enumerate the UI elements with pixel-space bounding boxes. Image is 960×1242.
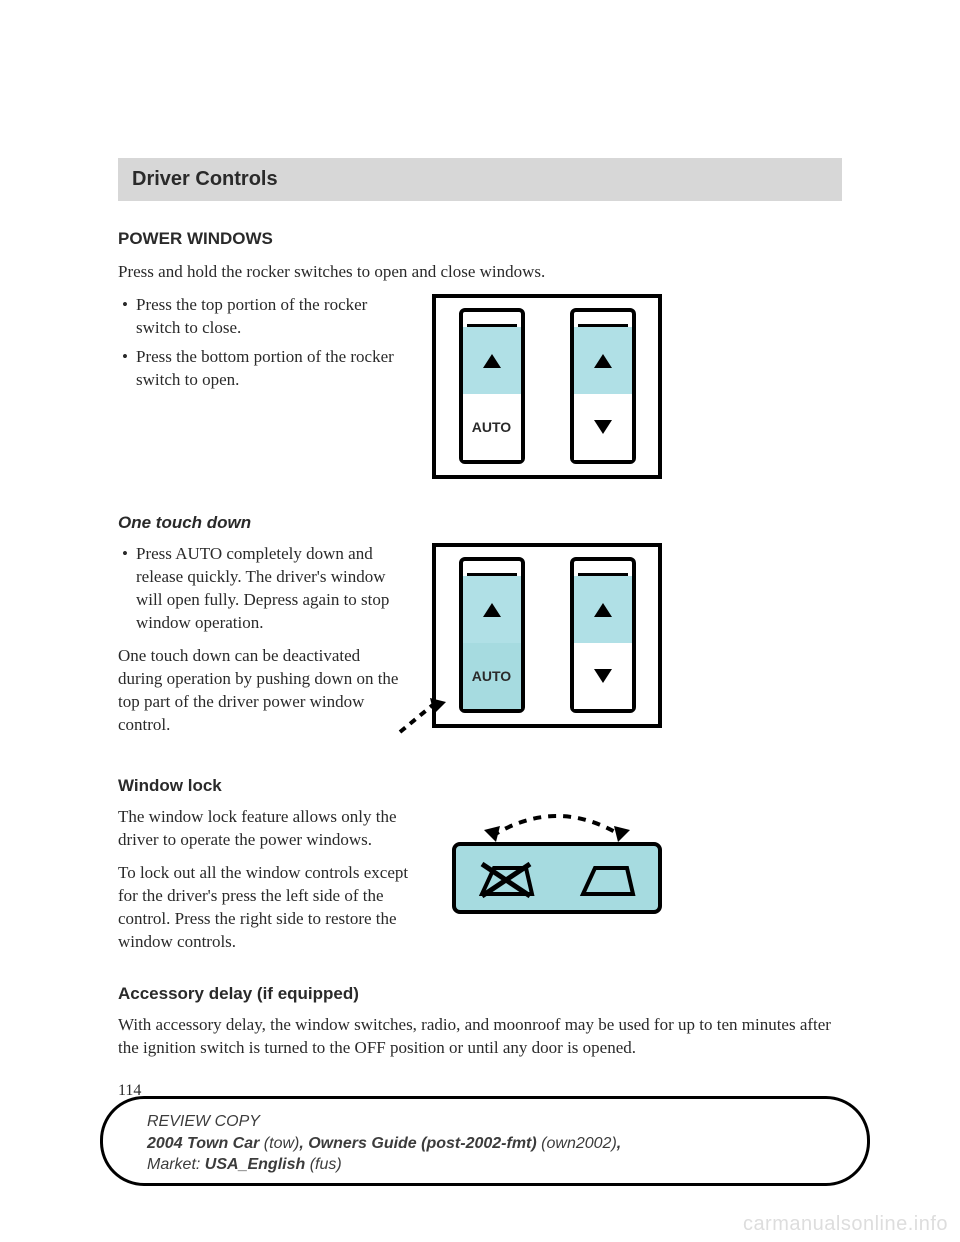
arrow-up-icon: [594, 603, 612, 617]
auto-label: AUTO: [472, 419, 511, 435]
accessory-delay-para: With accessory delay, the window switche…: [118, 1014, 842, 1060]
window-lock-on-icon: [577, 856, 639, 900]
rocker-right: [570, 308, 636, 464]
footer-line1: REVIEW COPY: [147, 1111, 823, 1133]
rocker-right: [570, 557, 636, 713]
arrow-up-icon: [483, 603, 501, 617]
power-windows-intro: Press and hold the rocker switches to op…: [118, 261, 842, 284]
arrow-up-icon: [483, 354, 501, 368]
window-lock-off-icon: [476, 856, 538, 900]
bullet-close: Press the top portion of the rocker swit…: [118, 294, 408, 340]
rocker-left: AUTO: [459, 557, 525, 713]
rocker-switch-figure-1: AUTO: [432, 294, 662, 479]
window-lock-figure: [442, 806, 672, 914]
arrow-up-icon: [594, 354, 612, 368]
rocker-left: AUTO: [459, 308, 525, 464]
footer-line3: Market: USA_English (fus): [147, 1154, 823, 1176]
power-windows-heading: POWER WINDOWS: [118, 229, 842, 249]
one-touch-para: One touch down can be deactivated during…: [118, 645, 408, 737]
arrow-down-icon: [594, 420, 612, 434]
accessory-delay-heading: Accessory delay (if equipped): [118, 984, 842, 1004]
dashed-arrow-icon: [394, 690, 452, 738]
window-lock-p1: The window lock feature allows only the …: [118, 806, 418, 852]
one-touch-heading: One touch down: [118, 513, 842, 533]
rocker-switch-figure-2: AUTO: [432, 543, 662, 728]
footer-line2: 2004 Town Car (tow), Owners Guide (post-…: [147, 1133, 823, 1155]
one-touch-bullet: Press AUTO completely down and release q…: [118, 543, 408, 635]
window-lock-heading: Window lock: [118, 776, 842, 796]
bullet-open: Press the bottom portion of the rocker s…: [118, 346, 408, 392]
window-lock-p2: To lock out all the window controls exce…: [118, 862, 418, 954]
section-header: Driver Controls: [118, 158, 842, 201]
arrow-down-icon: [594, 669, 612, 683]
auto-label: AUTO: [472, 668, 511, 684]
power-windows-bullets: Press the top portion of the rocker swit…: [118, 294, 408, 392]
footer-box: REVIEW COPY 2004 Town Car (tow), Owners …: [100, 1096, 870, 1186]
watermark: carmanualsonline.info: [743, 1213, 948, 1236]
one-touch-bullets: Press AUTO completely down and release q…: [118, 543, 408, 635]
